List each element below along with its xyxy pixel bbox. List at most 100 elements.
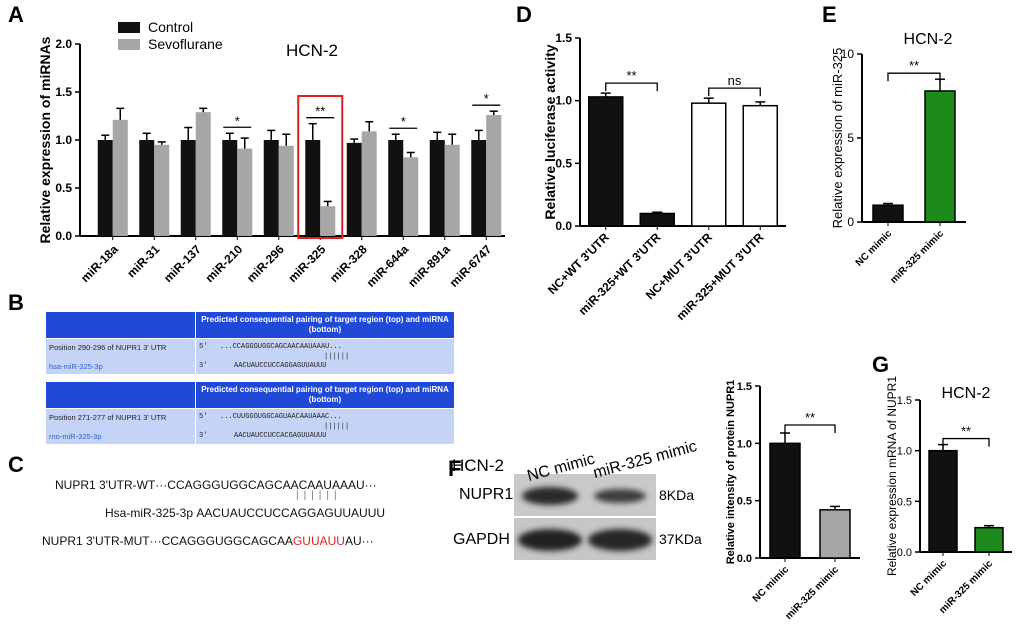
bar — [361, 131, 377, 236]
y-tick-label: 1.0 — [897, 446, 912, 458]
y-axis-label: Relative expression mRNA of NUPR1 — [885, 376, 899, 576]
y-axis-label: Relative expression of miRNAs — [37, 36, 53, 243]
chart-title: HCN-2 — [904, 31, 953, 48]
bar — [139, 140, 155, 236]
legend-swatch — [118, 22, 140, 33]
mirna-label: hsa-miR-325-3p — [49, 362, 103, 371]
target-sequence: ...CCAGGGUGGCAGCAACAAUAAAU... — [220, 343, 342, 351]
pairing-lines: |||||| — [324, 423, 350, 431]
target-label: Position 290-296 of NUPR1 3' UTR — [49, 343, 167, 352]
blot-size-gapdh: 37KDa — [659, 531, 702, 547]
significance-bracket — [942, 437, 990, 447]
y-tick-label: 1.0 — [55, 133, 72, 147]
mir-label: Hsa-miR-325-3p — [105, 506, 194, 520]
table-header-left — [46, 312, 195, 338]
blot-protein-nupr1: NUPR1 — [459, 486, 514, 503]
panel-letter-g: G — [872, 352, 890, 377]
bar — [305, 140, 321, 236]
bar — [819, 509, 851, 559]
western-blot — [514, 474, 656, 560]
bar — [403, 157, 419, 236]
y-tick-label: 1.5 — [737, 381, 752, 393]
significance-label: ** — [909, 58, 919, 73]
mir-sequence: AACUAUCCUCCAGGAGUUAUUU — [196, 506, 386, 520]
table-row-right — [196, 409, 454, 444]
blot-cell-line: HCN-2 — [452, 456, 504, 475]
bar — [97, 140, 113, 236]
significance-label: * — [401, 114, 406, 129]
bar — [691, 102, 727, 227]
bar — [346, 142, 362, 236]
y-axis-label: Relative luciferase activity — [542, 44, 558, 219]
bar — [924, 90, 956, 223]
significance-label: * — [235, 113, 240, 128]
y-tick-label: 1.5 — [897, 395, 912, 407]
y-tick-label: 1.5 — [55, 85, 72, 99]
significance-bracket — [784, 424, 836, 434]
y-tick-label: 1.0 — [737, 438, 752, 450]
bar — [769, 442, 801, 559]
x-tick-label: miR-325 mimic — [888, 228, 946, 286]
pairing-lines-c: |||||| — [296, 490, 342, 501]
legend-label: Sevoflurane — [148, 36, 223, 52]
wt-sequence-line: NUPR1 3'UTR-WT···CCAGGGUGGCAGCAACAAUAAAU… — [55, 478, 377, 492]
y-tick-label: 0.5 — [55, 181, 72, 195]
significance-bracket — [708, 87, 761, 97]
panel-letter-b: B — [8, 290, 24, 315]
x-tick-label: miR-210 — [202, 242, 245, 285]
mir-sequence-line: Hsa-miR-325-3p AACUAUCCUCCAGGAGUUAUUU — [105, 506, 385, 520]
bar — [195, 112, 211, 236]
bar — [320, 206, 336, 236]
significance-label: ** — [626, 68, 636, 83]
mut-label: NUPR1 3'UTR-MUT — [42, 534, 150, 548]
y-tick-label: 0.0 — [555, 219, 572, 233]
bar — [278, 145, 294, 236]
y-tick-label: 0.0 — [55, 229, 72, 243]
bar — [928, 449, 958, 553]
prime-3: 3' — [199, 432, 208, 440]
target-sequence: ...CUUGGGUGGCAGUAACAAUAAAC... — [220, 413, 342, 421]
bar — [444, 144, 460, 236]
legend-label: Control — [148, 19, 193, 35]
bar — [872, 204, 904, 223]
mirna-label: rno-miR-325-3p — [49, 432, 102, 441]
target-label: Position 271-277 of NUPR1 3' UTR — [49, 413, 167, 422]
x-tick-label: NC mimic — [854, 228, 895, 269]
bar — [263, 140, 279, 236]
x-tick-label: miR-6747 — [447, 242, 495, 290]
bar — [222, 140, 238, 236]
wt-sequence: ···CCAGGGUGGCAGCAACAAUAAAU··· — [155, 478, 377, 492]
mut-sequence-line: NUPR1 3'UTR-MUT···CCAGGGUGGCAGCAAGUUAUUA… — [42, 534, 374, 548]
wt-label: NUPR1 3'UTR-WT — [55, 478, 156, 492]
highlight-box — [297, 95, 344, 239]
bar — [639, 212, 675, 227]
bar — [237, 148, 253, 236]
bar — [486, 115, 502, 236]
y-tick-label: 0.5 — [897, 496, 912, 508]
y-tick-label: 0 — [847, 215, 854, 229]
table-header-left — [46, 382, 195, 408]
x-tick-label: miR-644a — [364, 242, 412, 290]
significance-label: * — [484, 91, 489, 106]
mut-sequence-mutated: GUUAUU — [292, 534, 345, 548]
x-tick-label: miR-891a — [405, 242, 453, 290]
panel-letter-e: E — [822, 2, 837, 27]
x-tick-label: miR-137 — [161, 242, 204, 285]
significance-bracket — [887, 72, 941, 82]
target-prediction-table: Predicted consequential pairing of targe… — [46, 312, 454, 444]
blot-size-nupr1: 8KDa — [659, 487, 695, 503]
table-header: Predicted consequential pairing of targe… — [196, 312, 454, 338]
x-tick-label: miR-325+MUT 3'UTR — [674, 230, 767, 323]
y-tick-label: 0.0 — [737, 553, 752, 565]
bar — [388, 140, 404, 236]
y-tick-label: 1.0 — [555, 94, 572, 108]
legend-swatch — [118, 39, 140, 50]
significance-label: ** — [961, 424, 971, 439]
prime-5: 5' — [199, 413, 208, 421]
y-axis-label: Relative expression of miR-325 — [830, 48, 845, 229]
bar — [154, 144, 170, 236]
